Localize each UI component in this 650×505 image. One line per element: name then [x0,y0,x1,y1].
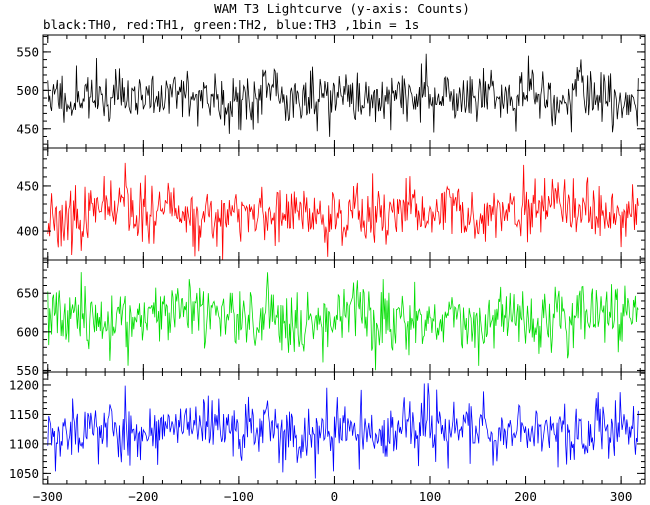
panel-frame [42,371,646,485]
y-tick-label: 550 [16,44,39,59]
y-tick-label: 550 [16,363,39,378]
panel-th2: 550 600 650 [16,259,646,378]
panel-frame [42,259,646,373]
x-tick-label: 300 [610,489,633,504]
chart-subtitle: black:TH0, red:TH1, green:TH2, blue:TH3 … [43,17,419,32]
series-line-th1 [47,162,639,260]
series-line-th3 [47,383,639,479]
y-tick-label: 650 [16,286,39,301]
panel-th3: 1050 1100 1150 1200 [9,371,646,485]
y-tick-label: 1200 [9,377,39,392]
panels-group: 450 500 550 400 450 550 600 650 1050 1100 1150 1200 [9,34,646,485]
x-tick-label: −200 [128,489,158,504]
chart-title: WAM T3 Lightcurve (y-axis: Counts) [214,1,470,16]
y-tick-label: 1050 [9,466,39,481]
x-tick-label: 0 [331,489,339,504]
x-axis: −300 −200 −100 0 100 200 300 [33,489,633,504]
x-tick-label: 100 [419,489,442,504]
series-line-th0 [47,53,639,137]
y-tick-label: 600 [16,324,39,339]
y-tick-label: 500 [16,83,39,98]
y-tick-label: 1150 [9,407,39,422]
panel-th0: 450 500 550 [16,34,646,149]
panel-th1: 400 450 [16,147,646,261]
y-tick-label: 400 [16,224,39,239]
y-tick-label: 450 [16,121,39,136]
x-tick-label: 200 [514,489,537,504]
y-tick-label: 450 [16,178,39,193]
y-tick-label: 1100 [9,436,39,451]
series-line-th2 [47,272,639,371]
x-tick-label: −300 [33,489,63,504]
x-tick-label: −100 [224,489,254,504]
